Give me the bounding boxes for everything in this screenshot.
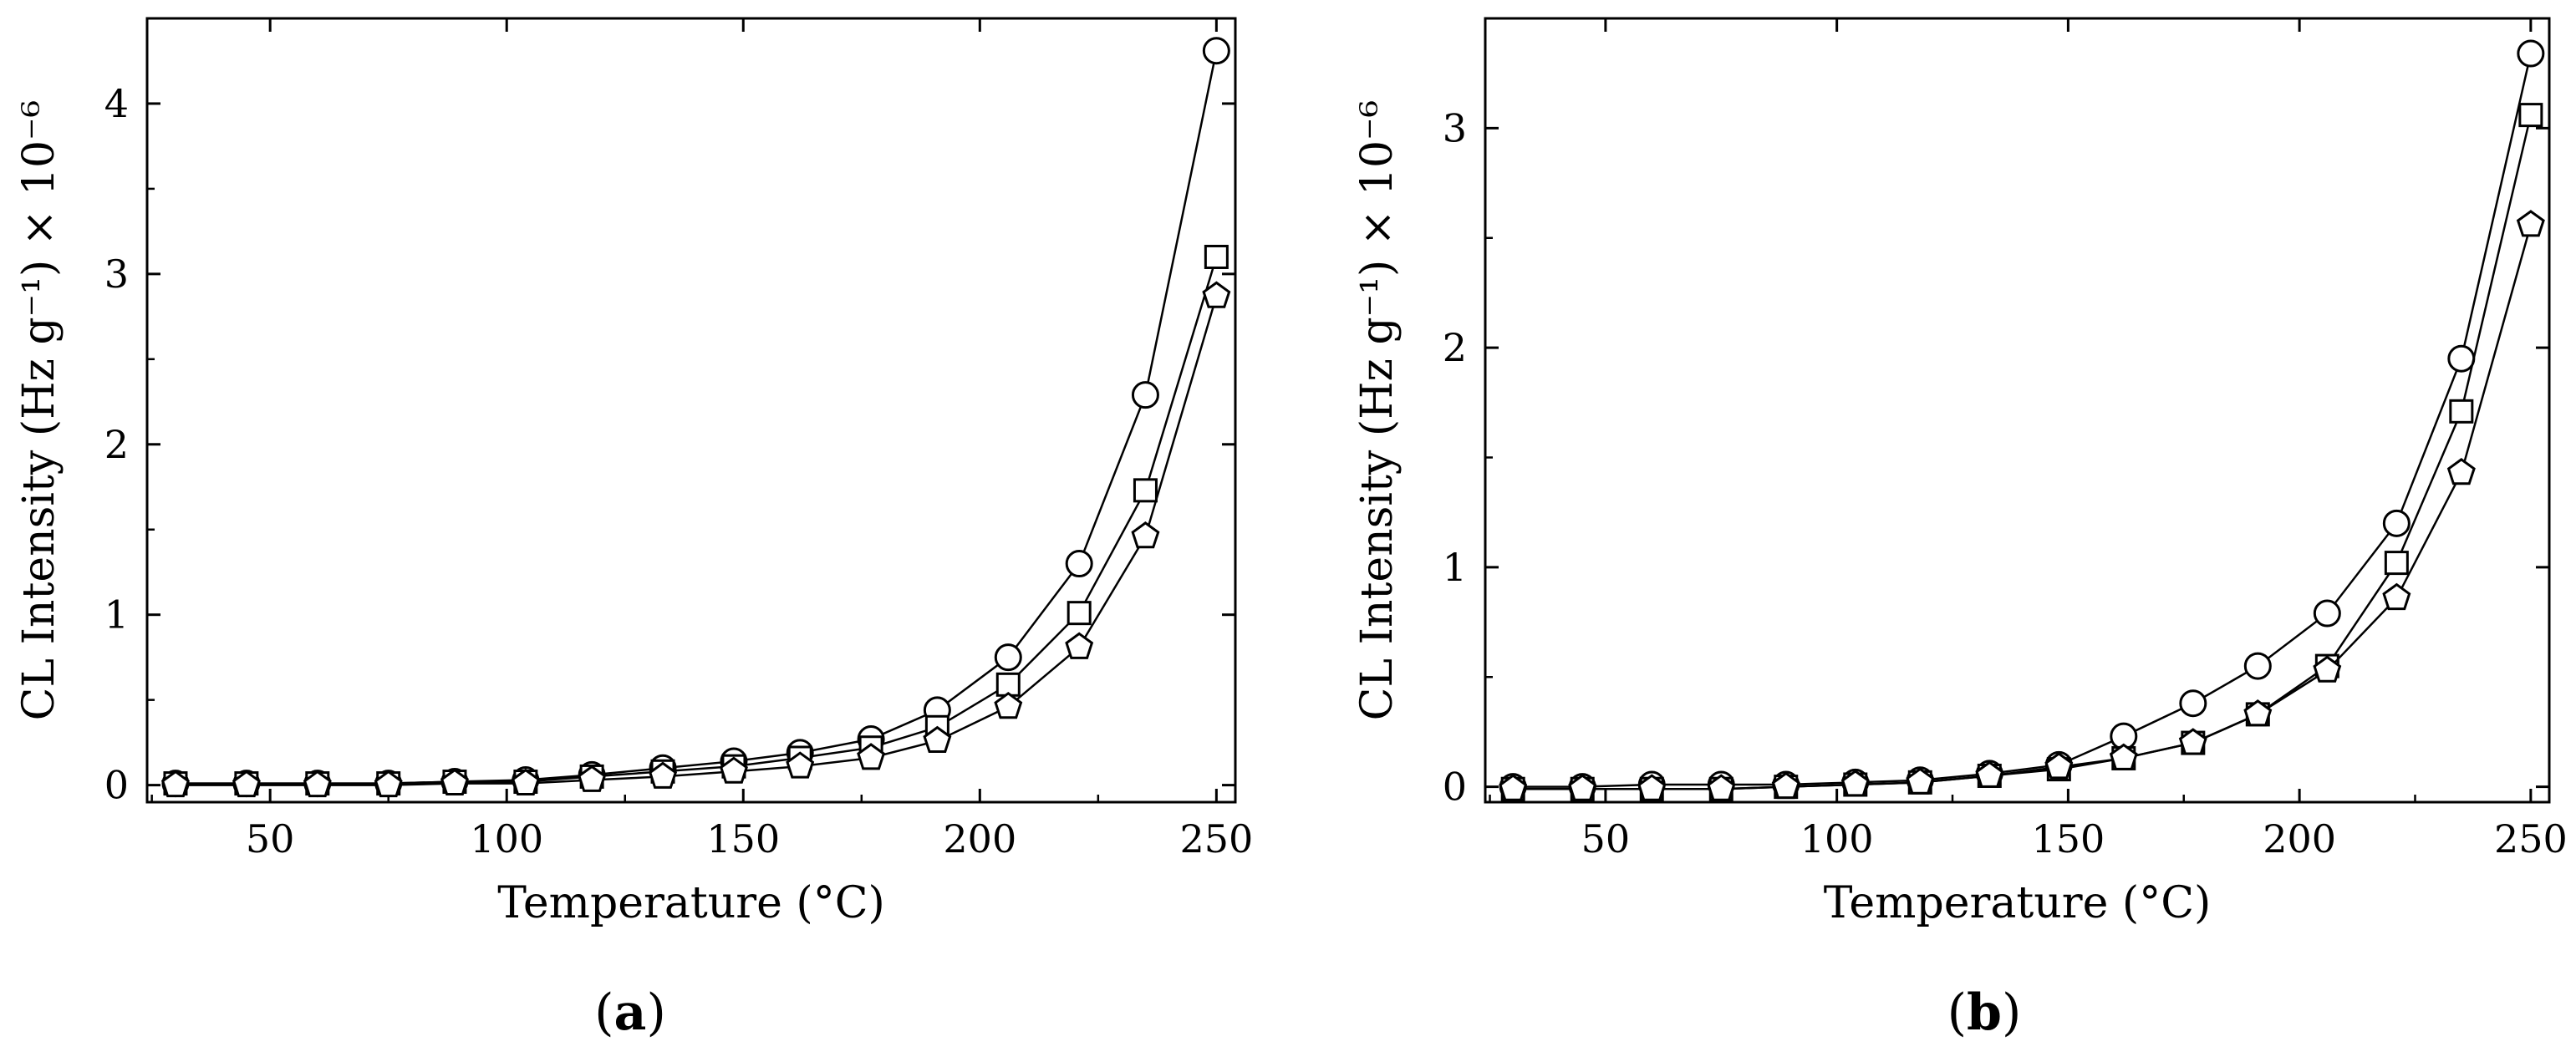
panel-label: (a) <box>594 983 666 1042</box>
y-axis-title: CL Intensity (Hz g⁻¹) × 10⁻⁶ <box>14 100 64 721</box>
x-tick-label: 250 <box>2494 816 2568 861</box>
data-point-pentagon <box>1202 281 1231 308</box>
data-point-pentagon <box>2178 728 2207 755</box>
data-point-pentagon <box>1906 767 1935 795</box>
y-tick-label: 3 <box>104 252 129 297</box>
series-line <box>1513 53 2533 788</box>
data-point-circle <box>1202 37 1230 65</box>
data-point-pentagon <box>1840 770 1870 797</box>
data-point-circle <box>1065 550 1093 578</box>
data-point-square <box>2518 103 2543 128</box>
data-point-pentagon <box>1637 774 1667 801</box>
series-line <box>1513 224 2533 790</box>
data-point-pentagon <box>578 765 607 792</box>
panel-b: 50 100 150 200 250 0 1 2 3 Temperature (°C) CL Int… <box>1352 17 2568 1042</box>
panel-label: (b) <box>1947 983 2022 1042</box>
data-point-pentagon <box>649 761 678 789</box>
data-point-pentagon <box>2516 210 2545 237</box>
data-point-pentagon <box>1131 521 1160 549</box>
data-point-pentagon <box>719 756 748 784</box>
y-tick-label: 1 <box>1443 545 1467 590</box>
x-tick-label: 200 <box>2263 816 2336 861</box>
y-tick-label: 0 <box>104 763 129 808</box>
x-axis-title: Temperature (°C) <box>1824 878 2212 928</box>
series-line <box>175 257 1218 785</box>
data-point-pentagon <box>160 770 190 798</box>
data-point-circle <box>2243 652 2272 680</box>
plot-frame <box>145 17 1237 804</box>
data-point-square <box>1067 601 1092 626</box>
data-point-pentagon <box>511 768 540 795</box>
y-tick-label: 4 <box>104 81 129 126</box>
data-point-circle <box>2313 599 2341 628</box>
x-tick-label: 150 <box>706 816 780 861</box>
data-point-pentagon <box>2109 743 2138 770</box>
series-circle <box>161 37 1230 798</box>
y-tick-label: 1 <box>104 592 129 638</box>
x-tick-label: 50 <box>1581 816 1631 861</box>
data-point-pentagon <box>2313 655 2342 683</box>
data-point-circle <box>1131 381 1159 409</box>
series-line <box>175 50 1218 785</box>
data-point-square <box>1133 478 1158 503</box>
series-line <box>1513 114 2533 790</box>
y-tick-label: 0 <box>1443 765 1467 810</box>
plot-frame <box>1484 17 2551 804</box>
data-point-square <box>2384 551 2409 576</box>
x-axis: 50 100 150 200 250 <box>1489 18 2568 861</box>
data-point-pentagon <box>1771 771 1800 800</box>
x-tick-label: 100 <box>470 816 543 861</box>
data-point-circle <box>2517 39 2545 68</box>
data-point-pentagon <box>923 725 952 753</box>
data-point-pentagon <box>374 770 403 798</box>
series-line <box>175 296 1218 786</box>
y-axis: 0 1 2 3 <box>1443 105 2549 810</box>
x-axis: 50 100 150 200 250 <box>150 18 1253 861</box>
y-axis-title: CL Intensity (Hz g⁻¹) × 10⁻⁶ <box>1352 100 1403 721</box>
data-point-circle <box>2179 689 2207 718</box>
data-point-pentagon <box>994 691 1023 719</box>
data-point-pentagon <box>786 751 815 779</box>
data-point-circle <box>994 643 1022 672</box>
series-square <box>1500 103 2543 801</box>
data-point-circle <box>2382 509 2411 537</box>
data-point-circle <box>2447 344 2476 373</box>
data-point-pentagon <box>2044 752 2074 780</box>
x-tick-label: 250 <box>1179 816 1253 861</box>
data-point-pentagon <box>232 770 261 798</box>
data-point-pentagon <box>1707 774 1736 801</box>
data-point-pentagon <box>1975 760 2004 788</box>
data-point-pentagon <box>1568 774 1597 801</box>
panel-a: 50 100 150 200 250 0 1 2 3 4 Temperature (°C) CL In… <box>14 17 1253 1042</box>
data-point-pentagon <box>1499 774 1528 801</box>
data-point-pentagon <box>2243 699 2273 727</box>
series-pentagon <box>160 281 1231 798</box>
x-tick-label: 200 <box>943 816 1016 861</box>
x-tick-label: 100 <box>1800 816 1874 861</box>
x-axis-title: Temperature (°C) <box>497 878 885 928</box>
series-circle <box>1499 39 2545 801</box>
x-tick-label: 50 <box>246 816 295 861</box>
data-point-pentagon <box>2446 458 2476 485</box>
series-square <box>163 244 1229 796</box>
data-point-pentagon <box>303 770 332 798</box>
data-point-pentagon <box>1065 632 1094 659</box>
y-tick-label: 2 <box>104 422 129 467</box>
data-point-pentagon <box>2382 582 2411 611</box>
data-point-square <box>2449 399 2474 424</box>
data-point-pentagon <box>857 743 886 770</box>
data-point-pentagon <box>440 768 469 795</box>
y-axis: 0 1 2 3 4 <box>104 81 1235 808</box>
y-tick-label: 2 <box>1443 325 1467 370</box>
y-tick-label: 3 <box>1443 105 1467 150</box>
panel-letter: a <box>614 983 647 1042</box>
x-tick-label: 150 <box>2031 816 2105 861</box>
panel-letter: b <box>1967 983 2002 1042</box>
series-pentagon <box>1499 210 2545 801</box>
data-point-square <box>1204 244 1229 269</box>
